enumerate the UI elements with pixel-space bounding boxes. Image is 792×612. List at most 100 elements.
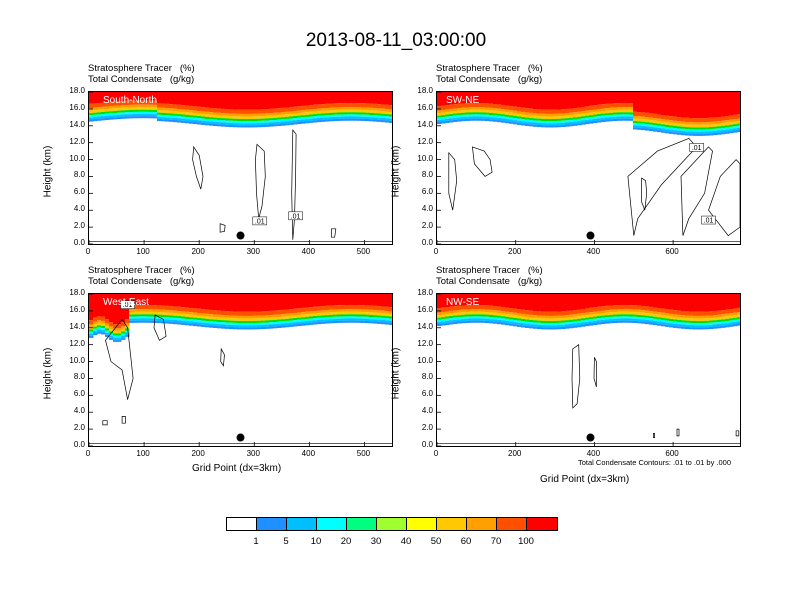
tracer-cell [605, 117, 610, 120]
tracer-cell [589, 121, 594, 124]
tracer-cell [177, 294, 182, 307]
tracer-cell [449, 118, 454, 121]
tracer-cell [265, 92, 270, 110]
condensate-contour [105, 318, 134, 400]
condensate-contour [153, 314, 167, 341]
tracer-cell [285, 318, 290, 321]
tracer-cell [189, 319, 194, 322]
tracer-cell [653, 318, 658, 321]
tracer-cell [517, 107, 522, 112]
tracer-cell [173, 117, 178, 121]
tracer-cell [653, 311, 658, 315]
tracer-cell [641, 123, 646, 126]
tracer-cell [461, 318, 466, 322]
tracer-cell [109, 337, 114, 340]
tracer-cell [337, 309, 342, 312]
tracer-cell [677, 310, 682, 315]
tracer-cell [577, 107, 582, 112]
tracer-cell [109, 322, 114, 327]
colorbar-label: 50 [430, 536, 442, 547]
tracer-cell [721, 120, 726, 124]
tracer-cell [509, 308, 514, 313]
tracer-cell [233, 327, 238, 330]
tracer-cell [381, 92, 386, 105]
tracer-cell [485, 118, 490, 122]
tracer-cell [105, 113, 110, 116]
tracer-cell [389, 111, 392, 115]
tracer-cell [297, 117, 302, 120]
tracer-cell [641, 317, 646, 320]
tracer-cell [209, 112, 214, 115]
tracer-cell [577, 114, 582, 117]
tracer-cell [181, 322, 186, 325]
tracer-cell [733, 317, 738, 320]
tracer-cell [665, 131, 670, 134]
tracer-cell [109, 115, 114, 118]
tracer-cell [189, 312, 194, 315]
tracer-cell [521, 119, 526, 122]
tracer-cell [285, 116, 290, 119]
tracer-cell [301, 307, 306, 313]
tracer-cell [89, 108, 94, 111]
tracer-cell [97, 118, 102, 121]
tracer-cell [553, 320, 558, 324]
tracer-cell [569, 294, 574, 311]
tracer-cell [461, 107, 466, 111]
tracer-cell [225, 324, 230, 327]
tracer-cell [385, 92, 390, 105]
tracer-cell [441, 105, 446, 111]
tracer-cell [621, 318, 626, 321]
tracer-cell [385, 294, 390, 307]
tracer-cell [201, 116, 206, 119]
tracer-cell [669, 316, 674, 319]
tracer-cell [117, 108, 122, 111]
tracer-cell [325, 115, 330, 118]
tracer-cell [621, 311, 626, 315]
tracer-cell [521, 111, 526, 115]
tracer-cell [653, 118, 658, 121]
y-tick-label: 18.0 [417, 86, 433, 95]
tracer-cell [217, 124, 222, 127]
tracer-cell [657, 314, 662, 318]
tracer-cell [709, 324, 714, 327]
tracer-cell [617, 109, 622, 113]
tracer-cell [113, 108, 118, 111]
tracer-cell [529, 115, 534, 118]
tracer-cell [513, 315, 518, 318]
tracer-cell [653, 123, 658, 126]
tracer-cell [501, 92, 506, 105]
tracer-cell [549, 294, 554, 312]
tracer-cell [197, 313, 202, 316]
tracer-cell [673, 130, 678, 133]
tracer-cell [373, 117, 378, 120]
tracer-cell [713, 124, 718, 127]
tracer-cell [541, 109, 546, 114]
tracer-cell [89, 113, 94, 116]
tracer-cell [509, 106, 514, 111]
tracer-cell [293, 110, 298, 114]
tracer-cell [217, 108, 222, 113]
tracer-cell [289, 309, 294, 314]
tracer-cell [153, 320, 158, 323]
tracer-cell [521, 319, 526, 322]
tracer-cell [129, 116, 134, 119]
tracer-cell [681, 311, 686, 316]
tracer-cell [709, 131, 714, 134]
tracer-cell [101, 92, 106, 103]
tracer-cell [165, 310, 170, 313]
tracer-cell [389, 318, 392, 321]
tracer-cell [585, 319, 590, 322]
tracer-cell [585, 119, 590, 123]
tracer-cell [321, 319, 326, 322]
tracer-cell [573, 117, 578, 120]
tracer-cell [385, 316, 390, 319]
tracer-cell [689, 311, 694, 316]
tracer-cell [501, 311, 506, 314]
colorbar-swatch [437, 518, 467, 530]
tracer-cell [213, 119, 218, 122]
tracer-cell [553, 311, 558, 316]
tracer-cell [137, 320, 142, 323]
tracer-cell [165, 103, 170, 109]
tracer-cell [353, 92, 358, 104]
tracer-cell [709, 326, 714, 330]
